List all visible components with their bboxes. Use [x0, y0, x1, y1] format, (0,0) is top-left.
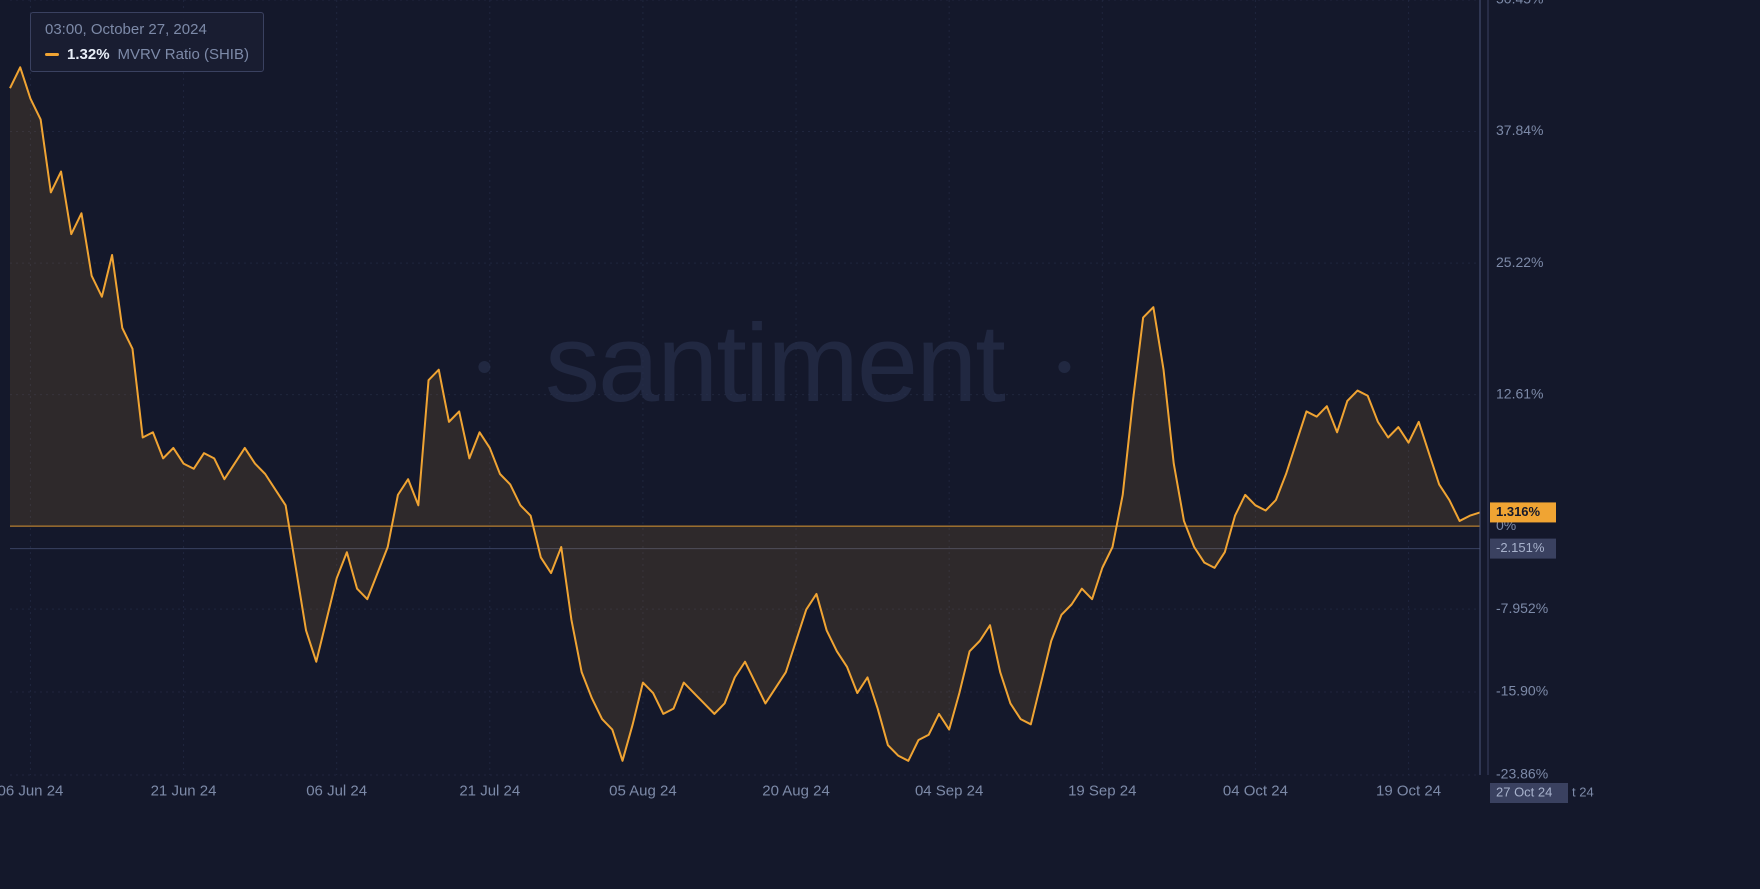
svg-text:37.84%: 37.84% [1496, 122, 1543, 138]
svg-text:1.316%: 1.316% [1496, 504, 1541, 519]
svg-text:04 Sep 24: 04 Sep 24 [915, 782, 983, 799]
svg-text:20 Aug 24: 20 Aug 24 [762, 782, 830, 799]
svg-text:19 Sep 24: 19 Sep 24 [1068, 782, 1136, 799]
svg-text:04 Oct 24: 04 Oct 24 [1223, 782, 1288, 799]
svg-text:06 Jun 24: 06 Jun 24 [0, 782, 63, 799]
svg-text:t 24: t 24 [1572, 784, 1594, 799]
svg-text:-23.86%: -23.86% [1496, 766, 1548, 782]
svg-text:06 Jul 24: 06 Jul 24 [306, 782, 367, 799]
svg-text:-7.952%: -7.952% [1496, 600, 1548, 616]
svg-text:50.45%: 50.45% [1496, 0, 1543, 7]
svg-text:21 Jul 24: 21 Jul 24 [459, 782, 520, 799]
svg-text:santiment: santiment [545, 302, 1005, 425]
svg-text:-15.90%: -15.90% [1496, 683, 1548, 699]
svg-text:-2.151%: -2.151% [1496, 540, 1545, 555]
svg-text:12.61%: 12.61% [1496, 385, 1543, 401]
svg-text:19 Oct 24: 19 Oct 24 [1376, 782, 1441, 799]
svg-text:27 Oct 24: 27 Oct 24 [1496, 784, 1552, 799]
svg-text:21 Jun 24: 21 Jun 24 [151, 782, 217, 799]
svg-text:25.22%: 25.22% [1496, 254, 1543, 270]
svg-text:05 Aug 24: 05 Aug 24 [609, 782, 677, 799]
chart-container: santiment50.45%37.84%25.22%12.61%0%-7.95… [0, 0, 1760, 889]
chart-svg[interactable]: santiment50.45%37.84%25.22%12.61%0%-7.95… [0, 0, 1760, 889]
